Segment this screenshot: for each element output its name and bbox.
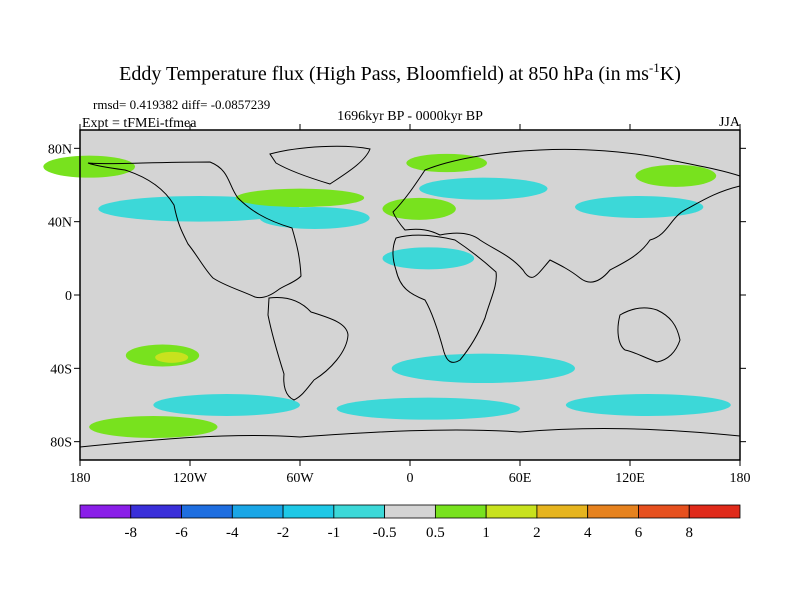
anomaly-region-9: [382, 247, 475, 270]
colorbar-swatch: [79, 504, 132, 519]
anomaly-region-11: [155, 351, 189, 363]
season-label: JJA: [719, 115, 741, 130]
x-tick-label: 120W: [173, 471, 208, 486]
coast-africa: [392, 234, 497, 363]
anomaly-region-2: [235, 188, 365, 207]
x-tick-label: 180: [730, 471, 751, 486]
x-tick-label: 180: [70, 471, 91, 486]
colorbar-label: 2: [533, 525, 541, 541]
x-tick-label: 120E: [615, 471, 645, 486]
anomaly-region-3: [259, 207, 370, 229]
colorbar-swatch: [587, 504, 639, 519]
colorbar-label: 4: [584, 525, 592, 541]
colorbar-label: 8: [685, 525, 693, 541]
period-label: 1696kyr BP - 0000kyr BP: [337, 109, 483, 124]
colorbar-swatch: [181, 504, 233, 519]
experiment-label: Expt = tFMEi-tfmea: [82, 116, 197, 131]
colorbar-swatch: [688, 504, 741, 519]
colorbar-label: -6: [175, 525, 188, 541]
colorbar-label: 0.5: [426, 525, 445, 541]
colorbar-label: -0.5: [373, 525, 397, 541]
y-tick-label: 0: [65, 289, 72, 304]
colorbar-swatch: [231, 504, 284, 519]
y-tick-label: 80N: [48, 142, 72, 157]
anomaly-region-4: [382, 197, 456, 220]
stats-label: rmsd= 0.419382 diff= -0.0857239: [93, 97, 270, 112]
y-tick-label: 40N: [48, 216, 72, 231]
map-area: [43, 129, 741, 461]
coast-australia: [617, 307, 681, 363]
colorbar-label: 6: [635, 525, 643, 541]
x-tick-label: 60E: [509, 471, 532, 486]
colorbar-label: -1: [328, 525, 341, 541]
axes-layer: 180 120W 60W 0 60E 120E 180 80N 40N 0 40S 80S: [48, 124, 751, 486]
chart-title: Eddy Temperature flux (High Pass, Bloomf…: [119, 60, 681, 85]
coast-north-america: [87, 161, 302, 299]
coast-eurasia: [392, 148, 741, 283]
colorbar-swatch: [485, 504, 538, 519]
colorbar-swatch: [384, 504, 436, 519]
anomaly-region-8: [635, 164, 717, 187]
colorbar-swatch: [333, 504, 386, 519]
colorbar-swatch: [638, 504, 690, 519]
anomaly-region-7: [575, 196, 704, 218]
y-tick-label: 40S: [50, 362, 72, 377]
colorbar-label: -8: [125, 525, 138, 541]
anomaly-region-13: [153, 394, 300, 416]
y-tick-label: 80S: [50, 436, 72, 451]
coast-greenland: [269, 145, 371, 185]
anomaly-region-16: [89, 416, 218, 438]
anomaly-region-14: [336, 397, 520, 420]
colorbar-swatch: [434, 504, 487, 519]
colorbar-label: -2: [277, 525, 290, 541]
coastlines: [79, 145, 741, 448]
anomaly-region-15: [565, 394, 731, 416]
anomaly-region-0: [43, 155, 136, 178]
colorbar-label: 1: [482, 525, 490, 541]
anomaly-region-6: [419, 177, 548, 200]
coast-antarctica: [79, 428, 741, 448]
anomaly-region-12: [391, 353, 575, 384]
anomaly-layer: [43, 153, 731, 438]
colorbar-label: -4: [226, 525, 239, 541]
colorbar-swatch: [282, 504, 335, 519]
x-tick-label: 60W: [286, 471, 314, 486]
coast-south-america: [267, 297, 349, 401]
colorbar: -8 -6 -4 -2 -1 -0.5 0.5 1 2 4 6 8: [79, 504, 741, 541]
colorbar-swatch: [536, 504, 589, 519]
x-tick-label: 0: [407, 471, 414, 486]
colorbar-swatch: [130, 504, 182, 519]
